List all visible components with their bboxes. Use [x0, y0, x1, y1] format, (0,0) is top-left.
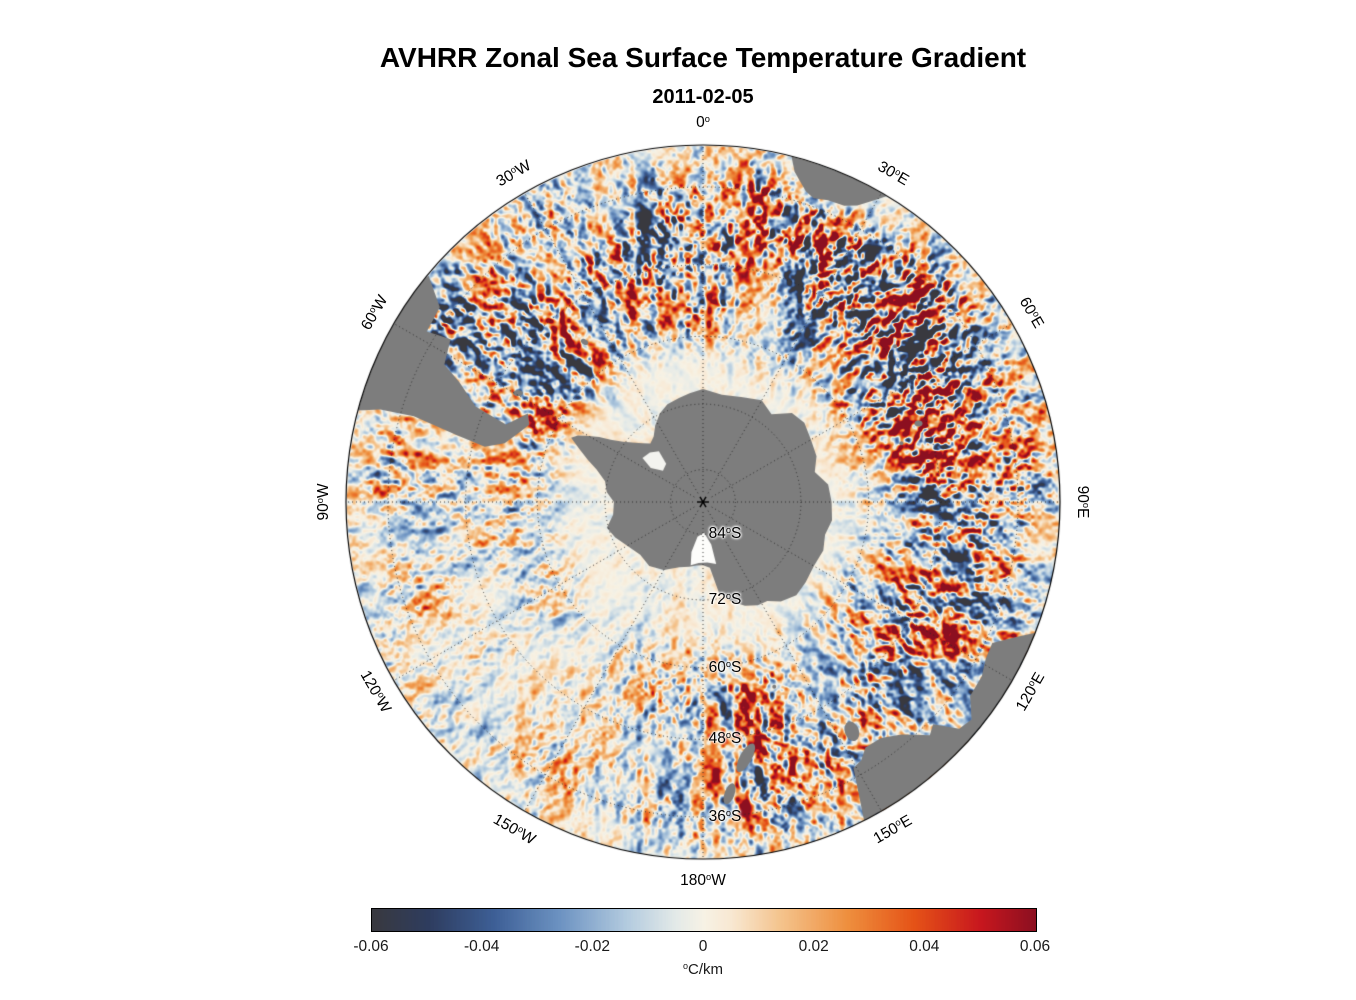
colorbar	[371, 908, 1037, 932]
colorbar-tick-label: -0.06	[353, 938, 389, 955]
colorbar-tick-label: 0.04	[909, 938, 940, 955]
colorbar-tick-label: 0.06	[1019, 938, 1051, 955]
colorbar-tick-label: 0.02	[798, 938, 829, 955]
degree-symbol: o	[682, 961, 689, 972]
colorbar-tick-label: 0	[698, 938, 708, 955]
colorbar-tick-label: -0.04	[463, 938, 500, 955]
colorbar-tick-label: -0.02	[574, 938, 610, 955]
colorbar-unit-label: oC/km	[682, 961, 724, 978]
